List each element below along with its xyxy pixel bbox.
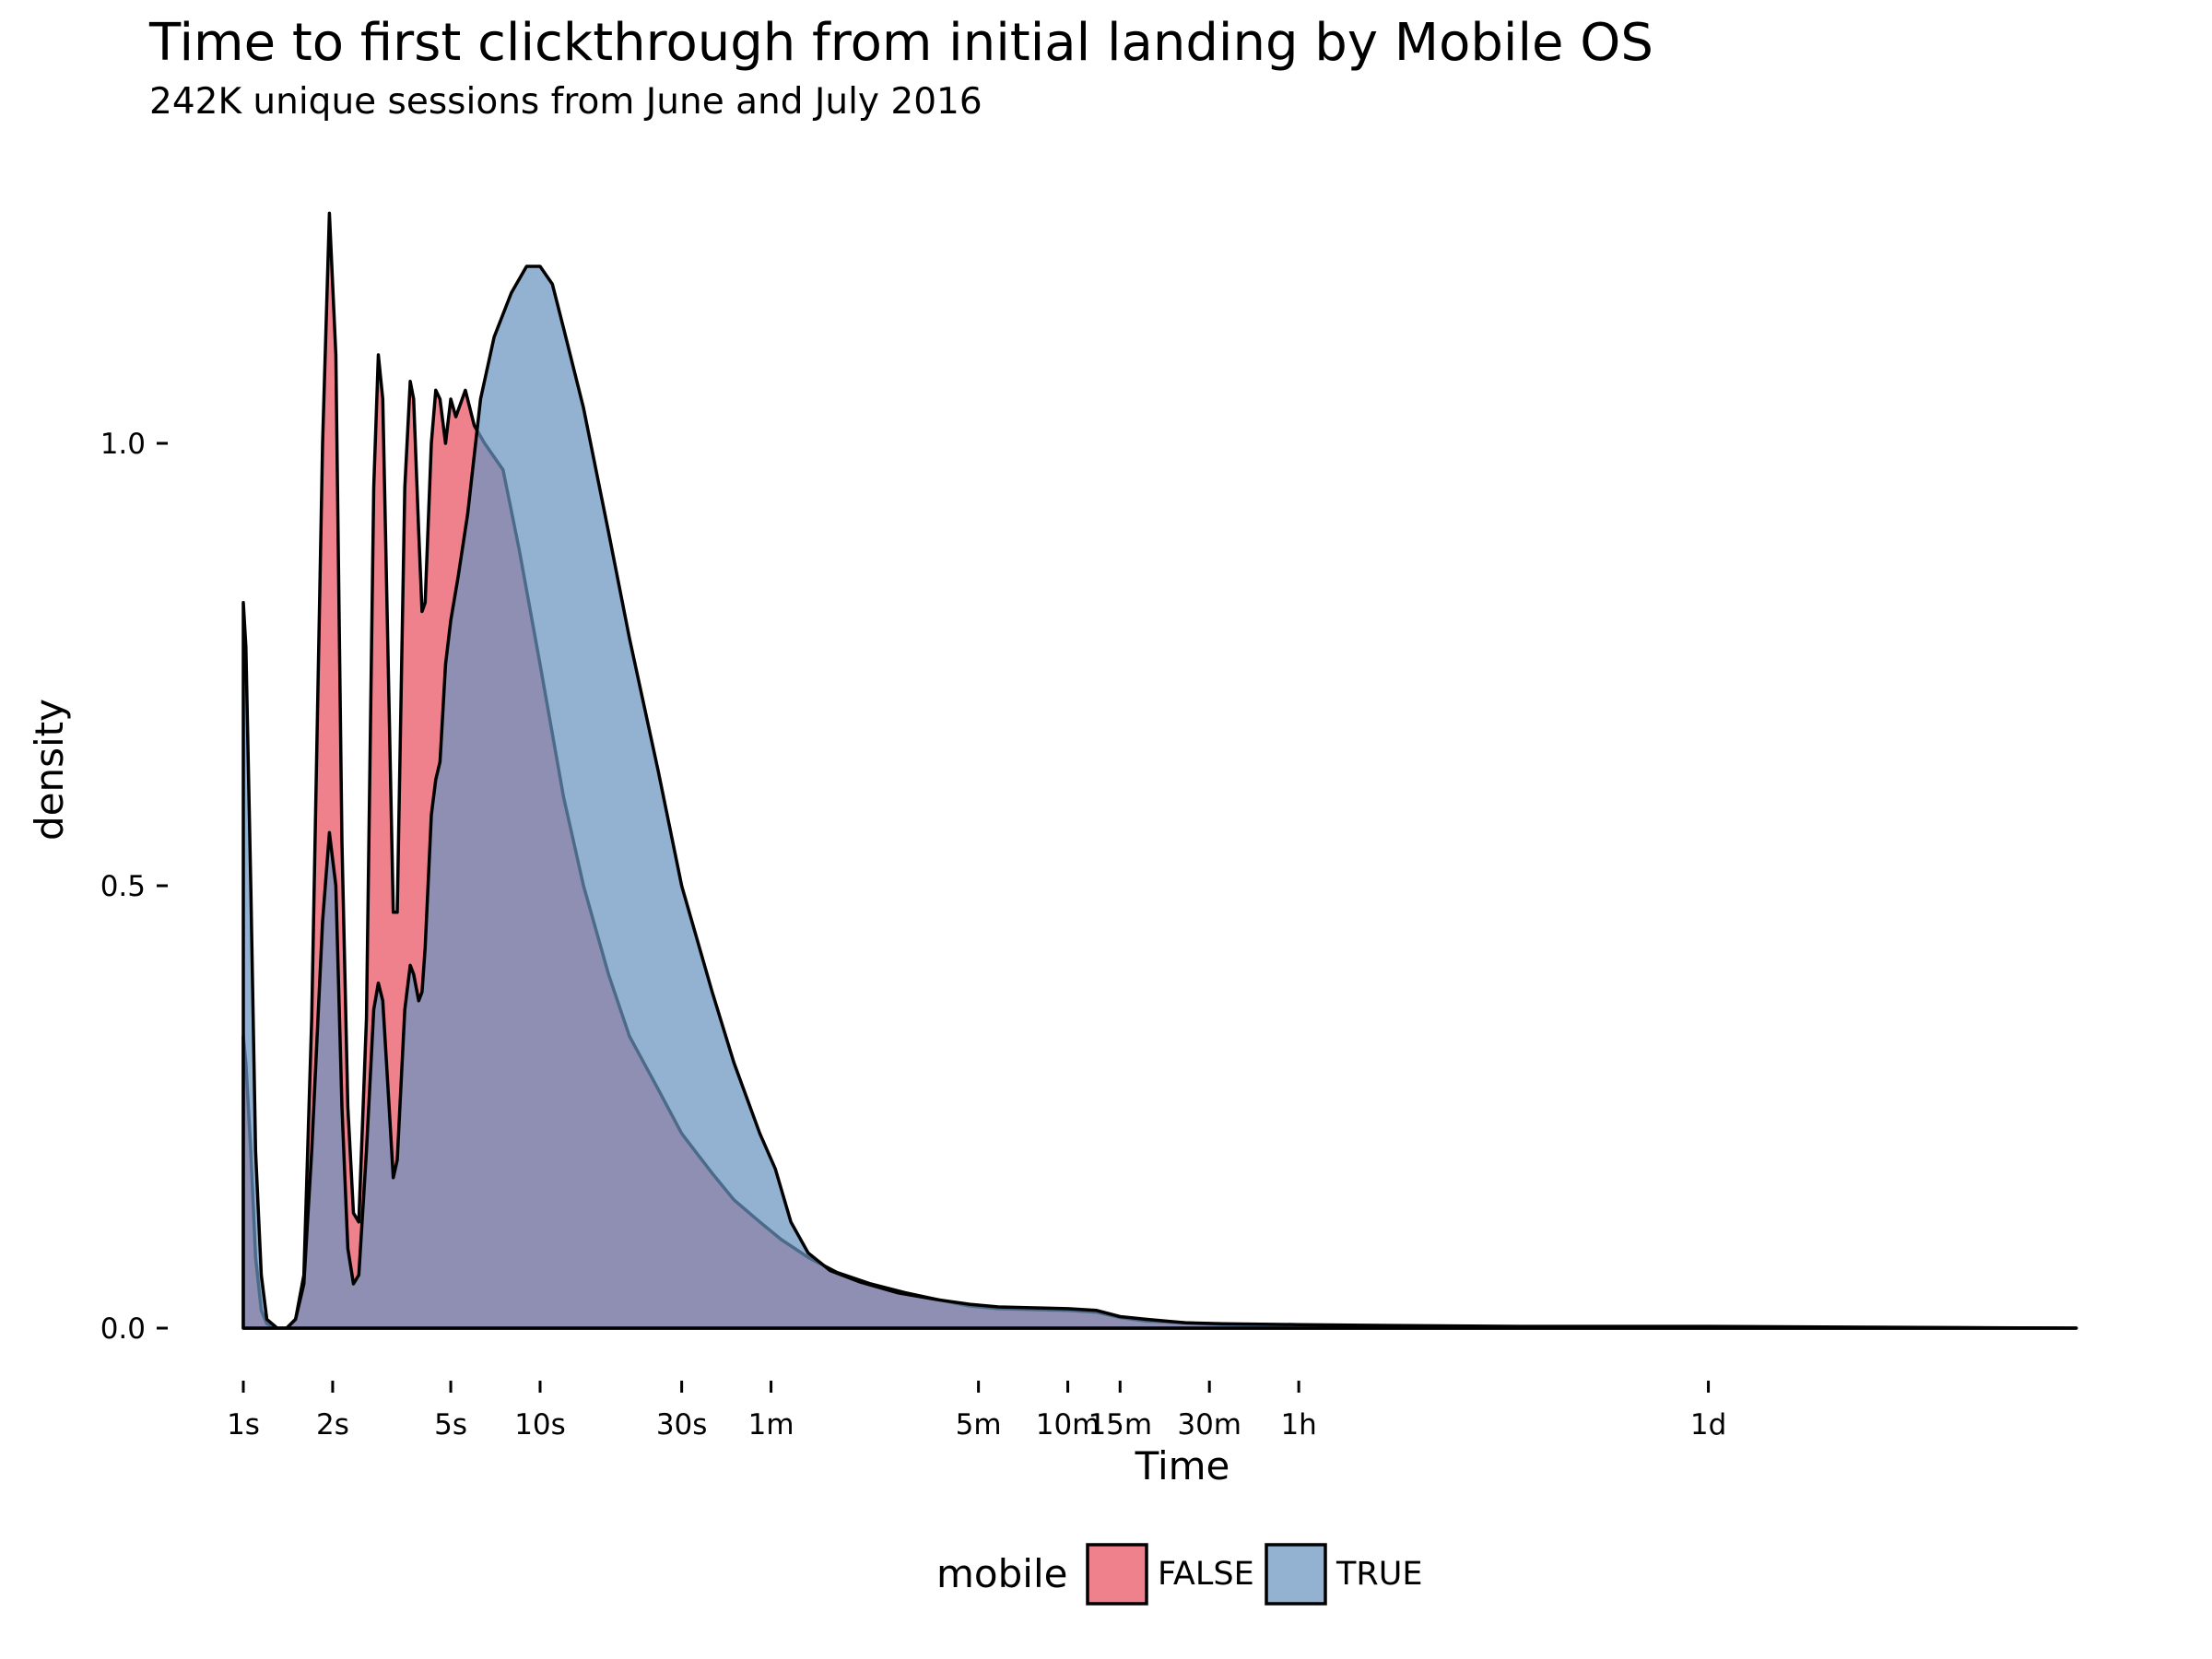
y-axis-title: density (27, 699, 72, 841)
y-tick-label: 0.5 (100, 870, 146, 903)
x-tick-label: 10m (1036, 1408, 1100, 1441)
x-tick-label: 30s (656, 1408, 708, 1441)
legend-swatch-true (1265, 1543, 1327, 1606)
x-tick-label: 1d (1690, 1408, 1726, 1441)
x-tick-label: 1h (1280, 1408, 1316, 1441)
legend-label-false: FALSE (1158, 1556, 1254, 1593)
x-tick-label: 2s (316, 1408, 349, 1441)
legend-label-true: TRUE (1335, 1556, 1422, 1593)
x-tick-label: 5m (956, 1408, 1002, 1441)
y-tick-label: 0.0 (100, 1312, 146, 1346)
density-area-true (241, 265, 2078, 1330)
x-tick-label: 15m (1088, 1408, 1152, 1441)
legend-swatch-false (1086, 1543, 1148, 1606)
x-tick-label: 10s (514, 1408, 566, 1441)
legend-title: mobile (936, 1551, 1067, 1596)
chart-title: Time to first clickthrough from initial … (149, 13, 1653, 73)
y-tick-label: 1.0 (100, 428, 146, 461)
x-tick-label: 1m (748, 1408, 794, 1441)
chart-subtitle: 242K unique sessions from June and July … (149, 81, 982, 123)
x-tick-label: 30m (1177, 1408, 1241, 1441)
x-tick-label: 5s (434, 1408, 467, 1441)
x-axis-title: Time (1135, 1443, 1230, 1488)
x-tick-label: 1s (227, 1408, 260, 1441)
plot-area (241, 211, 2078, 1330)
legend: mobile FALSE TRUE (936, 1543, 1422, 1606)
